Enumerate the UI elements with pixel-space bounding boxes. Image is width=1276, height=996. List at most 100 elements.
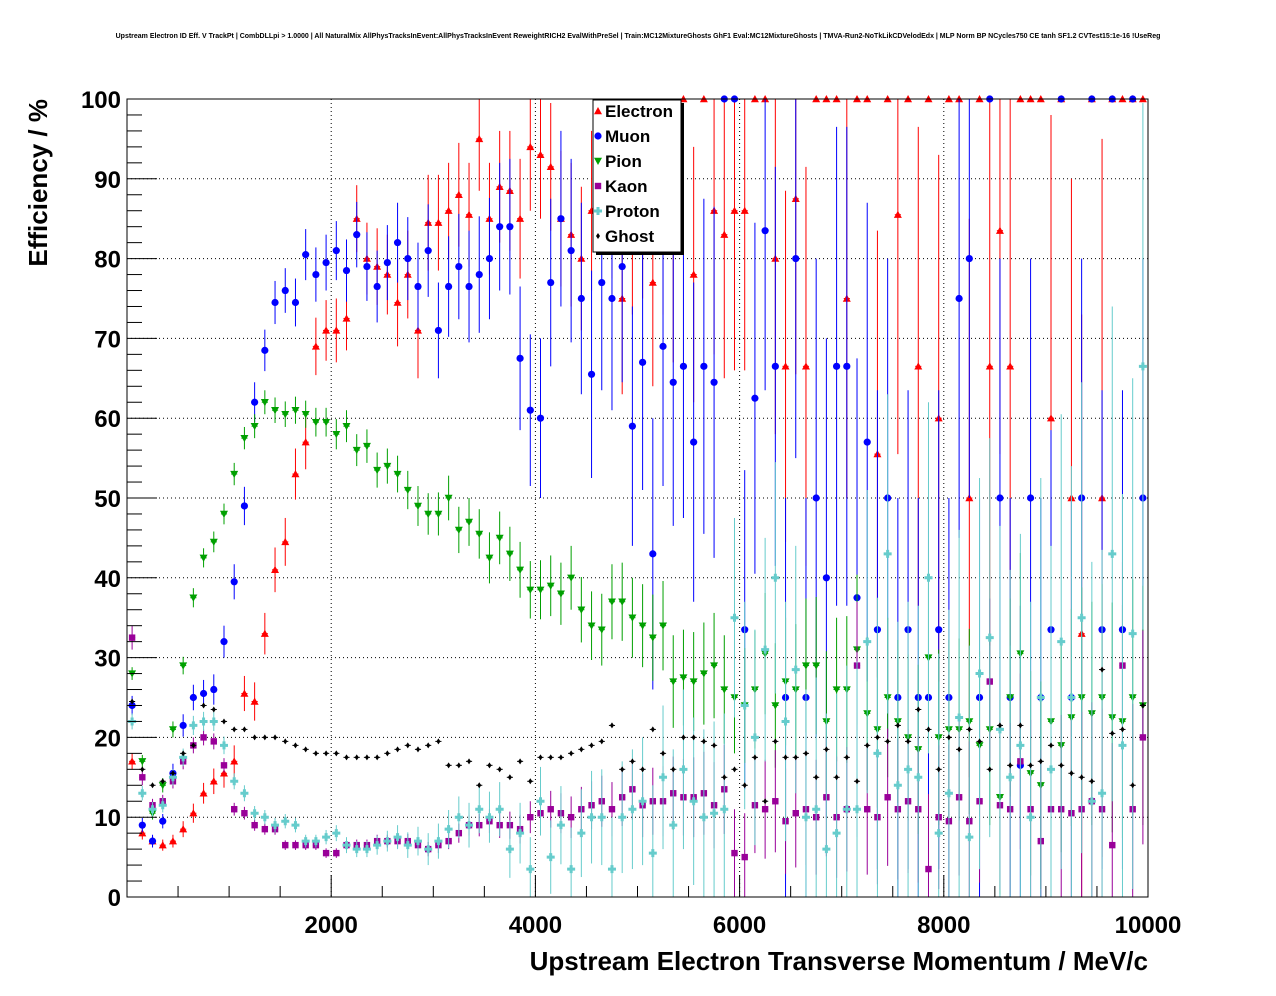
data-point [322,326,331,334]
series-ghost [129,666,1146,805]
legend-marker-kaon [594,182,602,190]
data-point [648,278,657,286]
data-point [241,810,248,817]
data-point [527,814,534,821]
data-point [189,721,198,730]
data-point [526,586,535,594]
data-point [1047,414,1056,422]
data-point [210,738,217,745]
data-point [251,398,259,406]
legend-label-muon: Muon [605,127,650,146]
data-point [608,806,616,813]
data-point [691,734,696,741]
data-point [925,865,932,873]
data-point [424,247,432,255]
data-point [597,626,606,634]
data-point [1109,841,1116,849]
data-point [230,757,239,765]
data-point [211,706,216,713]
data-point [352,446,361,455]
data-point [569,750,574,757]
data-point [731,849,738,857]
data-point [844,754,849,761]
data-point [403,841,412,850]
data-point [168,837,177,845]
data-point [465,821,474,830]
data-point [465,518,474,526]
data-point [965,255,973,263]
data-point [650,726,655,733]
data-point [1047,765,1056,774]
y-tick-label-2: 20 [94,725,121,752]
data-point [638,797,647,806]
data-point [1059,762,1064,769]
data-point [281,411,290,419]
data-point [628,422,636,430]
data-point [189,809,198,817]
data-point [342,422,351,431]
data-point [313,750,318,757]
y-axis-label: Efficiency / % [23,99,53,267]
data-point [538,754,543,761]
data-point [883,549,892,558]
data-point [720,230,729,238]
data-point [383,462,392,471]
data-point [577,606,586,614]
data-point [1006,773,1015,782]
data-point [1139,734,1147,741]
data-point [843,362,851,370]
data-point [526,142,535,151]
data-point [354,754,359,761]
data-point [342,314,351,322]
data-point [822,845,831,854]
data-point [240,789,249,798]
data-point [1057,637,1066,646]
data-point [965,833,974,842]
data-point [832,362,841,370]
data-point [916,706,921,713]
data-point [558,754,563,761]
data-point [618,598,627,606]
data-point [597,813,606,822]
data-point [914,362,923,370]
data-point [128,634,136,641]
data-point [209,777,218,785]
data-point [924,573,933,582]
data-point [209,717,218,726]
data-point [342,841,351,850]
data-point [618,813,627,822]
data-point [701,738,706,745]
data-point [957,746,962,753]
data-point [413,502,422,510]
data-point [832,829,841,838]
data-point [967,726,972,733]
data-point [1016,741,1025,750]
data-point [373,466,382,475]
data-point [179,825,188,833]
data-point [201,702,206,709]
data-point [1079,774,1084,781]
data-point [518,758,523,765]
data-point [434,510,443,518]
y-tick-label-6: 60 [94,406,121,433]
data-point [311,837,320,846]
data-point [158,782,167,790]
data-point [168,773,177,782]
data-point [485,255,494,263]
legend-marker-ghost [596,233,600,239]
legend: Electron Muon Pion Kaon Proton Ghost [592,99,684,255]
data-point [332,829,341,838]
data-point [669,821,678,830]
data-point [179,721,187,730]
data-point [599,738,604,745]
data-point [893,781,902,790]
data-point [168,726,177,734]
data-point [130,698,135,705]
data-point [516,354,524,362]
data-point [548,754,553,761]
data-point [712,742,717,749]
data-point [977,738,982,745]
x-tick-label-1: 4000 [509,912,562,939]
data-point [773,738,778,745]
data-point [875,734,880,741]
